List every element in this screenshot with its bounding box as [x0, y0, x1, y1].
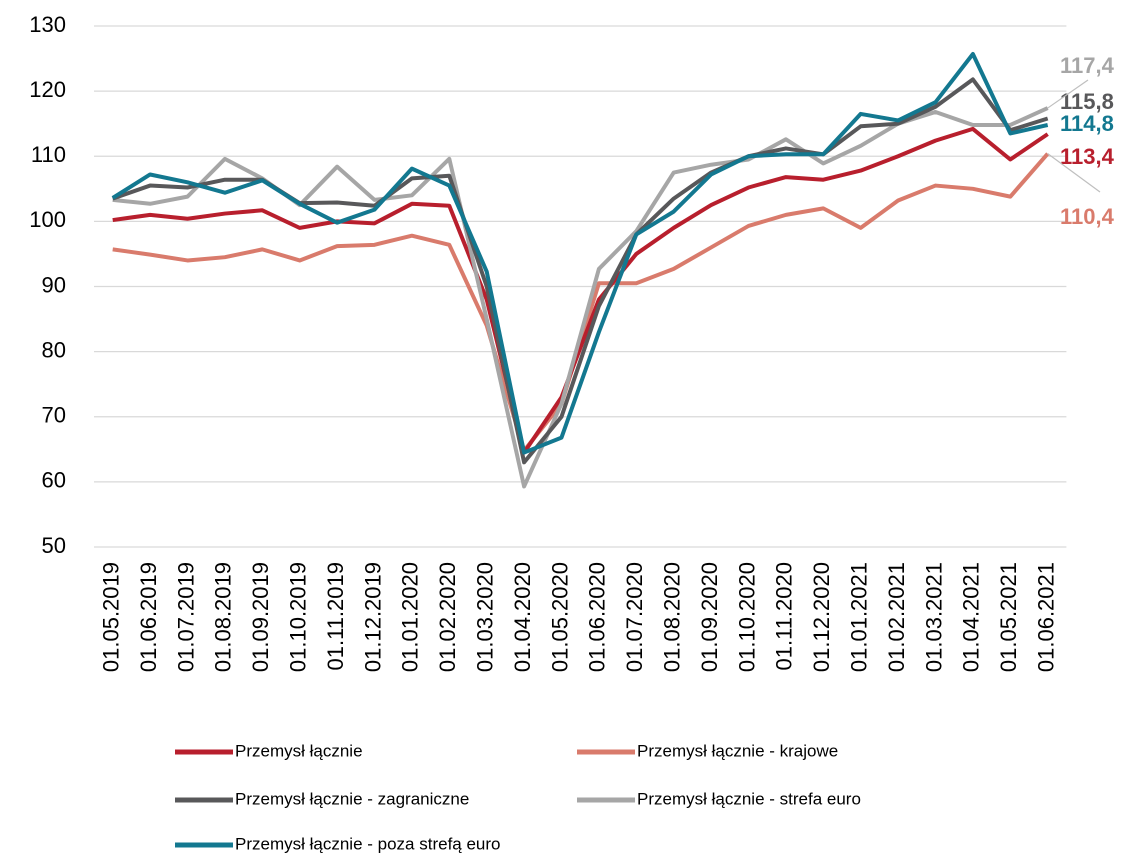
x-tick-label: 01.04.2021: [959, 562, 984, 672]
x-tick-label: 01.05.2019: [99, 562, 124, 672]
value-label: 114,8: [1060, 111, 1114, 136]
x-tick-label: 01.01.2021: [847, 562, 872, 672]
x-tick-label: 01.12.2019: [360, 562, 385, 672]
legend-label: Przemysł łącznie - strefa euro: [637, 789, 861, 808]
x-tick-label: 01.06.2020: [585, 562, 610, 672]
legend-label: Przemysł łącznie - krajowe: [637, 741, 838, 760]
series-line: [112, 77, 1049, 465]
x-tick-label: 01.10.2020: [734, 562, 759, 672]
x-tick-label: 01.06.2019: [136, 562, 161, 672]
x-tick-label: 01.01.2020: [398, 562, 423, 672]
series-line: [112, 152, 1050, 453]
x-tick-label: 01.04.2020: [510, 562, 535, 672]
x-tick-label: 01.11.2019: [323, 562, 348, 670]
x-tick-label: 01.05.2020: [547, 562, 572, 672]
value-label: 113,4: [1060, 144, 1115, 169]
x-tick-label: 01.11.2020: [772, 562, 797, 670]
value-label: 117,4: [1060, 53, 1115, 78]
value-label: 110,4: [1060, 204, 1115, 229]
series-line: [111, 52, 1049, 455]
leader-line: [1047, 153, 1101, 193]
legend-label: Przemysł łącznie - poza strefą euro: [235, 834, 501, 853]
y-tick-label: 100: [29, 207, 66, 232]
y-tick-label: 80: [42, 337, 66, 362]
x-tick-label: 01.05.2021: [996, 562, 1021, 672]
x-tick-label: 01.07.2019: [173, 562, 198, 672]
series-line: [112, 106, 1049, 489]
y-tick-label: 50: [42, 533, 66, 558]
y-tick-label: 60: [42, 468, 66, 493]
legend-label: Przemysł łącznie - zagraniczne: [235, 789, 469, 808]
x-tick-label: 01.03.2020: [473, 562, 498, 672]
x-tick-label: 01.03.2021: [921, 562, 946, 672]
x-tick-label: 01.02.2020: [435, 562, 460, 672]
leader-line: [1047, 79, 1089, 109]
x-tick-label: 01.08.2019: [211, 562, 236, 672]
x-tick-label: 01.09.2019: [248, 562, 273, 672]
x-tick-label: 01.02.2021: [884, 562, 909, 672]
x-tick-label: 01.08.2020: [660, 562, 685, 672]
x-tick-label: 01.09.2020: [697, 562, 722, 672]
y-tick-label: 90: [42, 272, 66, 297]
y-tick-label: 110: [31, 142, 66, 167]
y-tick-label: 130: [29, 12, 66, 37]
series-line: [112, 126, 1049, 455]
y-tick-label: 120: [29, 77, 66, 102]
y-tick-label: 70: [42, 403, 66, 428]
x-tick-label: 01.06.2021: [1034, 562, 1059, 672]
x-tick-label: 01.12.2020: [809, 562, 834, 672]
legend-label: Przemysł łącznie: [235, 741, 363, 760]
x-tick-label: 01.07.2020: [622, 562, 647, 672]
x-tick-label: 01.10.2019: [286, 562, 311, 672]
